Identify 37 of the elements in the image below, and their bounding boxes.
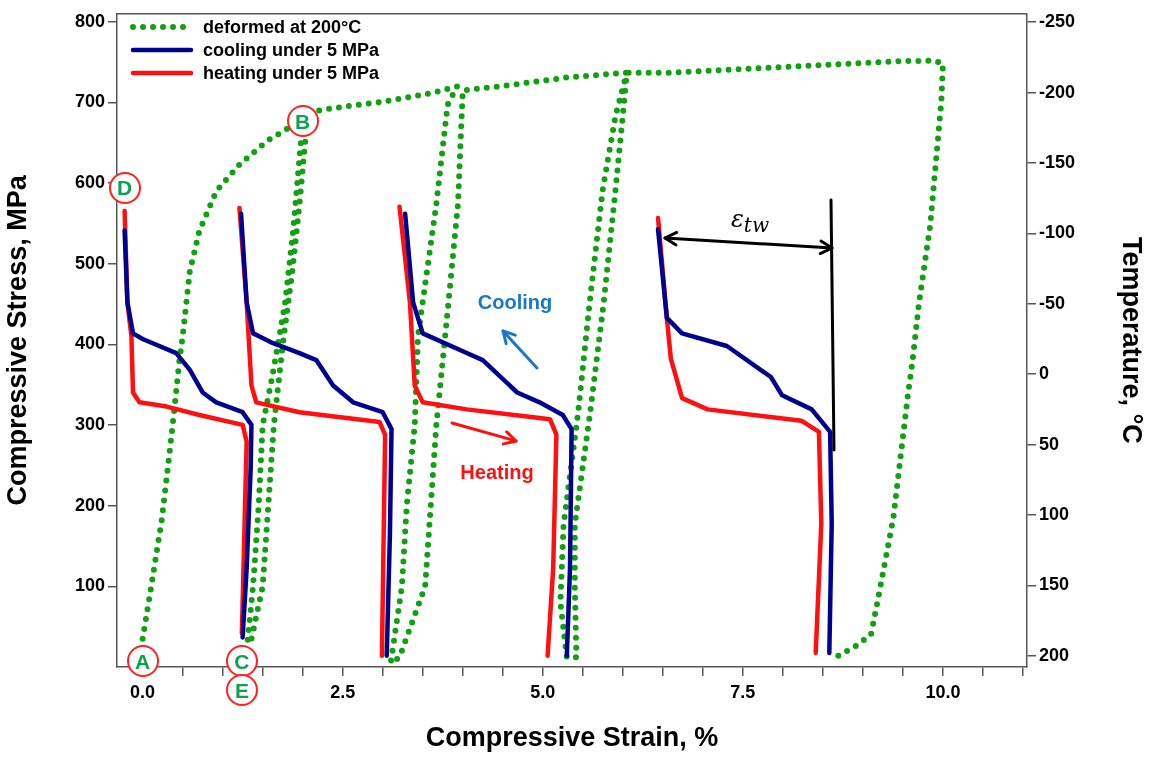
annotation: D: [108, 171, 141, 204]
y2-tick-label: -100: [1039, 222, 1076, 243]
legend-label: heating under 5 MPa: [203, 62, 380, 84]
y2-tick-label: 200: [1039, 644, 1070, 665]
y-tick-label: 200: [74, 494, 105, 515]
legend-label: cooling under 5 MPa: [203, 39, 380, 61]
x-tick-label: 7.5: [730, 681, 756, 702]
x-axis-title: Compressive Strain, %: [425, 722, 719, 753]
y-tick-label: 700: [74, 91, 105, 112]
y2-tick-label: -250: [1039, 11, 1076, 32]
x-tick-label: 0.0: [130, 681, 156, 702]
x-tick-label: 10.0: [925, 681, 961, 702]
y-tick-label: 600: [74, 172, 105, 193]
y2-tick-label: -50: [1039, 292, 1066, 313]
annotation: C: [225, 645, 258, 678]
y2-axis-title: Temperature, °C: [1117, 236, 1148, 444]
y2-tick-label: 150: [1039, 574, 1070, 595]
y-tick-label: 500: [74, 252, 105, 273]
y2-tick-label: -150: [1039, 151, 1076, 172]
x-tick-label: 2.5: [330, 681, 356, 702]
y2-tick-label: 0: [1039, 363, 1050, 384]
x-tick-label: 5.0: [530, 681, 556, 702]
y-tick-label: 300: [74, 414, 105, 435]
annotation: A: [126, 645, 159, 678]
y2-tick-label: 100: [1039, 503, 1070, 524]
text: E: [226, 674, 258, 706]
annotation: Cooling: [477, 291, 553, 313]
annotation: B: [286, 105, 319, 138]
y-tick-label: 800: [74, 10, 105, 31]
annotation: ε$_{tw}$: [730, 204, 770, 238]
y2-tick-label: 50: [1039, 433, 1060, 454]
legend-label: deformed at 200°C: [203, 16, 362, 38]
annotation: Heating: [460, 461, 534, 483]
y-tick-label: 100: [74, 575, 105, 596]
y-tick-label: 400: [74, 333, 105, 354]
y2-tick-label: -200: [1039, 81, 1076, 102]
y-axis-title: Compressive Stress, MPa: [1, 174, 32, 506]
